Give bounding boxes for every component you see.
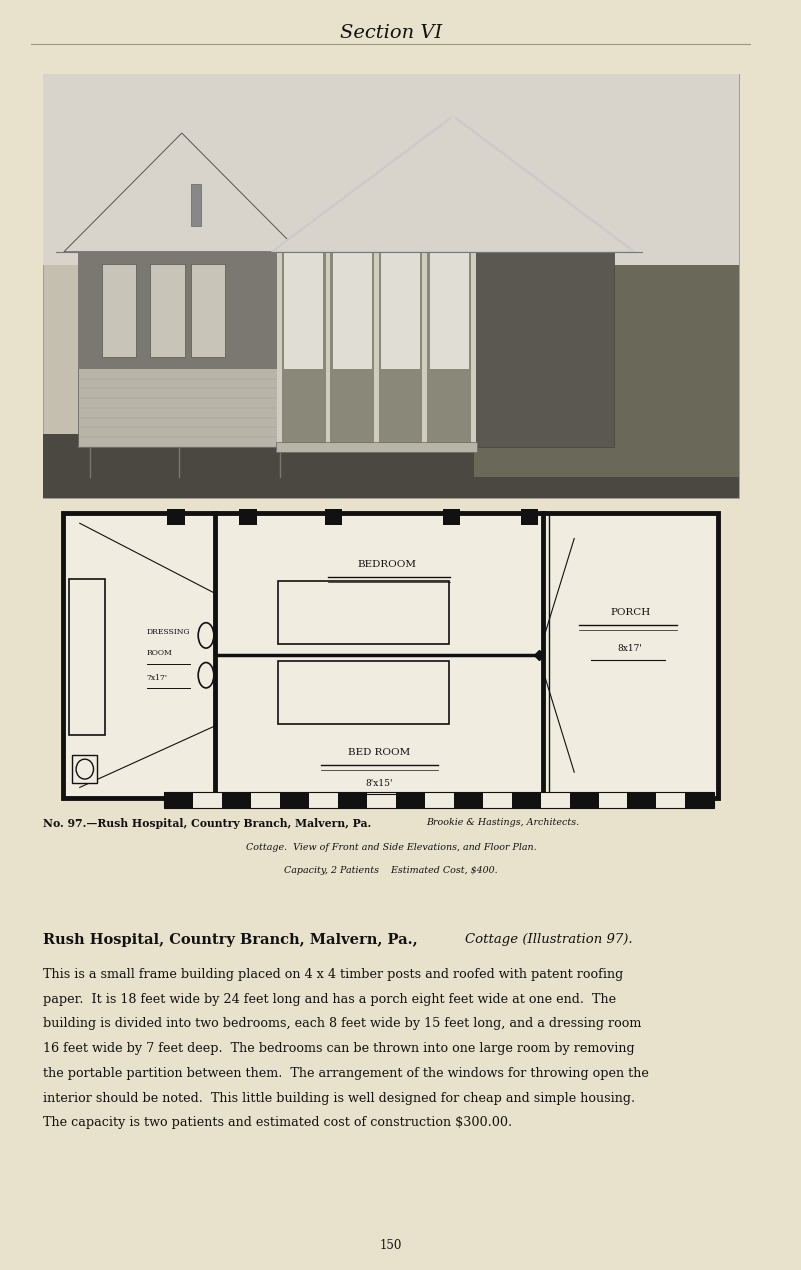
- Text: building is divided into two bedrooms, each 8 feet wide by 15 feet long, and a d: building is divided into two bedrooms, e…: [43, 1017, 642, 1030]
- Bar: [326, 251, 330, 447]
- Bar: [102, 263, 136, 357]
- Bar: [78, 251, 481, 447]
- Bar: [284, 251, 324, 368]
- Bar: [396, 792, 425, 808]
- Bar: [72, 754, 97, 784]
- Text: paper.  It is 18 feet wide by 24 feet long and has a porch eight feet wide at on: paper. It is 18 feet wide by 24 feet lon…: [43, 993, 616, 1006]
- Text: 16 feet wide by 7 feet deep.  The bedrooms can be thrown into one large room by : 16 feet wide by 7 feet deep. The bedroom…: [43, 1041, 634, 1055]
- Ellipse shape: [76, 759, 94, 779]
- Bar: [657, 792, 686, 808]
- Text: No. 97.—Rush Hospital, Country Branch, Malvern, Pa.: No. 97.—Rush Hospital, Country Branch, M…: [43, 818, 379, 829]
- Text: 150: 150: [380, 1240, 402, 1252]
- Bar: [521, 509, 538, 525]
- Bar: [425, 792, 453, 808]
- Bar: [43, 74, 739, 498]
- Bar: [686, 792, 714, 808]
- Text: DRESSING: DRESSING: [147, 629, 191, 636]
- Circle shape: [198, 663, 214, 688]
- Polygon shape: [272, 116, 634, 251]
- Bar: [309, 792, 338, 808]
- Bar: [151, 263, 185, 357]
- Text: Brookie & Hastings, Architects.: Brookie & Hastings, Architects.: [426, 818, 579, 827]
- Text: interior should be noted.  This little building is well designed for cheap and s: interior should be noted. This little bu…: [43, 1092, 635, 1105]
- Bar: [276, 442, 477, 452]
- Text: 8'x15': 8'x15': [365, 780, 393, 789]
- Bar: [473, 251, 614, 447]
- Text: BED ROOM: BED ROOM: [348, 748, 410, 757]
- Bar: [541, 792, 570, 808]
- Bar: [191, 184, 201, 226]
- Bar: [279, 582, 449, 644]
- Bar: [324, 509, 342, 525]
- Bar: [570, 792, 598, 808]
- Bar: [43, 74, 739, 264]
- Bar: [474, 264, 739, 476]
- Bar: [627, 792, 657, 808]
- Bar: [222, 792, 251, 808]
- Bar: [164, 792, 193, 808]
- Bar: [280, 792, 309, 808]
- Bar: [338, 792, 367, 808]
- Text: The capacity is two patients and estimated cost of construction $300.00.: The capacity is two patients and estimat…: [43, 1116, 512, 1129]
- Bar: [193, 792, 222, 808]
- Text: ROOM: ROOM: [147, 649, 172, 657]
- Bar: [191, 263, 225, 357]
- Text: BEDROOM: BEDROOM: [357, 560, 417, 569]
- Bar: [332, 251, 372, 368]
- Bar: [251, 792, 280, 808]
- Bar: [164, 792, 714, 808]
- Bar: [442, 509, 460, 525]
- Bar: [598, 792, 627, 808]
- Text: Cottage.  View of Front and Side Elevations, and Floor Plan.: Cottage. View of Front and Side Elevatio…: [246, 843, 536, 852]
- Text: the portable partition between them.  The arrangement of the windows for throwin: the portable partition between them. The…: [43, 1067, 649, 1080]
- Bar: [280, 251, 473, 447]
- Bar: [62, 513, 718, 798]
- Circle shape: [198, 622, 214, 648]
- Polygon shape: [64, 133, 300, 251]
- Bar: [367, 792, 396, 808]
- Bar: [512, 792, 541, 808]
- Text: 8x17': 8x17': [618, 644, 642, 653]
- Bar: [429, 251, 469, 368]
- Bar: [43, 434, 739, 498]
- Bar: [167, 509, 184, 525]
- Bar: [381, 251, 421, 368]
- Bar: [69, 579, 105, 735]
- Text: This is a small frame building placed on 4 x 4 timber posts and roofed with pate: This is a small frame building placed on…: [43, 968, 623, 980]
- Bar: [483, 792, 512, 808]
- Bar: [279, 660, 449, 724]
- Bar: [239, 509, 256, 525]
- Text: Cottage (Illustration 97).: Cottage (Illustration 97).: [465, 933, 633, 946]
- Text: Capacity, 2 Patients    Estimated Cost, $400.: Capacity, 2 Patients Estimated Cost, $40…: [284, 866, 497, 875]
- Bar: [374, 251, 379, 447]
- Bar: [422, 251, 427, 447]
- Bar: [277, 251, 282, 447]
- Text: 7x17': 7x17': [147, 674, 167, 682]
- Bar: [78, 251, 481, 368]
- Text: Rush Hospital, Country Branch, Malvern, Pa.,: Rush Hospital, Country Branch, Malvern, …: [43, 933, 423, 947]
- Bar: [471, 251, 476, 447]
- Text: PORCH: PORCH: [610, 608, 650, 617]
- Text: Section VI: Section VI: [340, 24, 442, 42]
- Bar: [453, 792, 483, 808]
- Polygon shape: [272, 116, 634, 251]
